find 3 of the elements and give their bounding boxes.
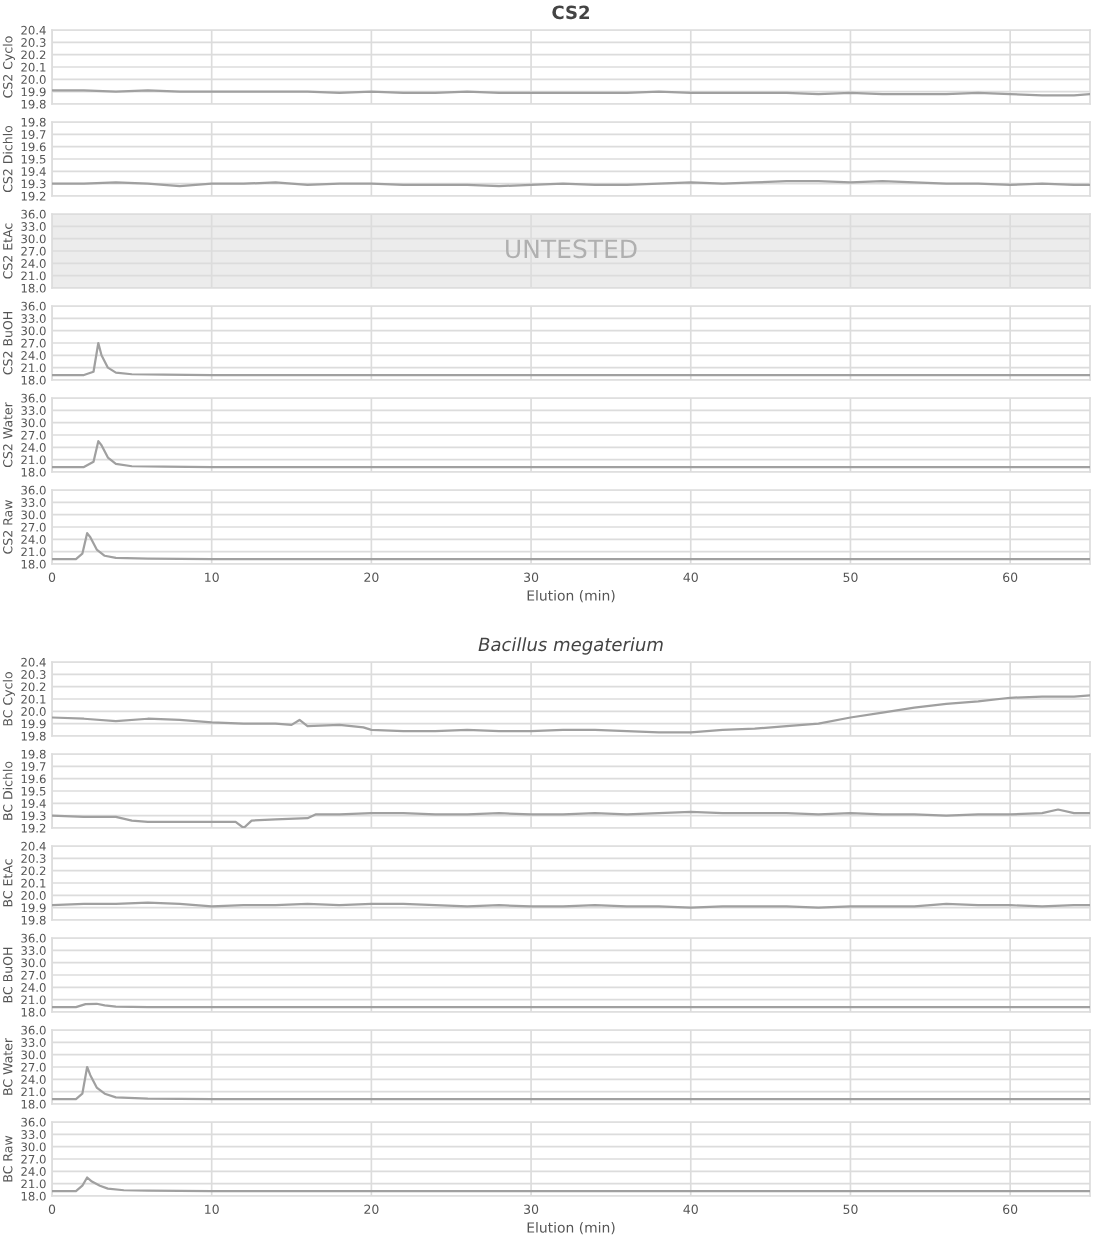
- annotation: UNTESTED: [506, 239, 637, 259]
- chart-title: Bacillus megaterium: [478, 637, 663, 655]
- chart-title: CS2: [552, 5, 590, 20]
